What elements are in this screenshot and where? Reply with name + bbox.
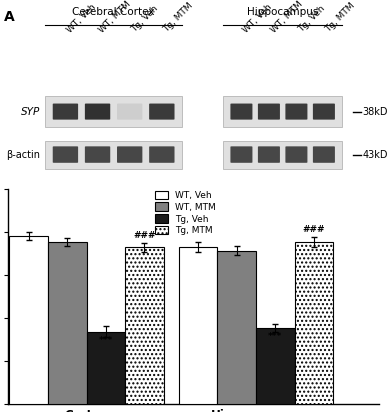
Text: ***: *** (99, 336, 113, 345)
Text: WT, MTM: WT, MTM (98, 0, 133, 35)
Bar (45, 140, 182, 169)
Bar (217, 251, 256, 404)
Text: Tg, MTM: Tg, MTM (324, 2, 357, 35)
Text: A: A (4, 10, 15, 24)
Text: 38kDa: 38kDa (363, 107, 387, 117)
FancyBboxPatch shape (85, 103, 110, 119)
Bar (179, 247, 217, 404)
Bar (256, 328, 295, 404)
Bar (295, 242, 333, 404)
FancyBboxPatch shape (117, 146, 142, 163)
Text: ###: ### (133, 231, 156, 239)
FancyBboxPatch shape (258, 146, 280, 163)
FancyBboxPatch shape (53, 146, 78, 163)
FancyBboxPatch shape (85, 146, 110, 163)
FancyBboxPatch shape (285, 146, 307, 163)
FancyBboxPatch shape (53, 103, 78, 119)
Text: ***: *** (268, 332, 283, 342)
Text: Tg, MTM: Tg, MTM (162, 2, 195, 35)
Bar (223, 140, 342, 169)
Text: Tg, Veh: Tg, Veh (130, 5, 160, 35)
Text: WT, MTM: WT, MTM (269, 0, 304, 35)
FancyBboxPatch shape (149, 146, 175, 163)
FancyBboxPatch shape (230, 103, 252, 119)
Text: Hippocampus: Hippocampus (247, 7, 319, 16)
FancyBboxPatch shape (313, 103, 335, 119)
FancyBboxPatch shape (230, 146, 252, 163)
Bar (223, 96, 342, 127)
Text: WT, Veh: WT, Veh (241, 2, 274, 35)
Text: WT, Veh: WT, Veh (65, 2, 98, 35)
Bar (48, 242, 87, 404)
Bar (9, 236, 48, 404)
Bar (125, 247, 164, 404)
FancyBboxPatch shape (313, 146, 335, 163)
Text: β-actin: β-actin (7, 150, 40, 159)
Text: 43kDa: 43kDa (363, 150, 387, 159)
Text: Tg, Veh: Tg, Veh (296, 5, 327, 35)
Bar (45, 96, 182, 127)
FancyBboxPatch shape (117, 103, 142, 119)
FancyBboxPatch shape (285, 103, 307, 119)
Text: Cerebral Cortex: Cerebral Cortex (72, 7, 155, 16)
FancyBboxPatch shape (149, 103, 175, 119)
Text: SYP: SYP (21, 107, 40, 117)
Bar (87, 332, 125, 404)
FancyBboxPatch shape (258, 103, 280, 119)
Legend: WT, Veh, WT, MTM, Tg, Veh, Tg, MTM: WT, Veh, WT, MTM, Tg, Veh, Tg, MTM (153, 189, 217, 237)
Text: ###: ### (303, 225, 325, 234)
